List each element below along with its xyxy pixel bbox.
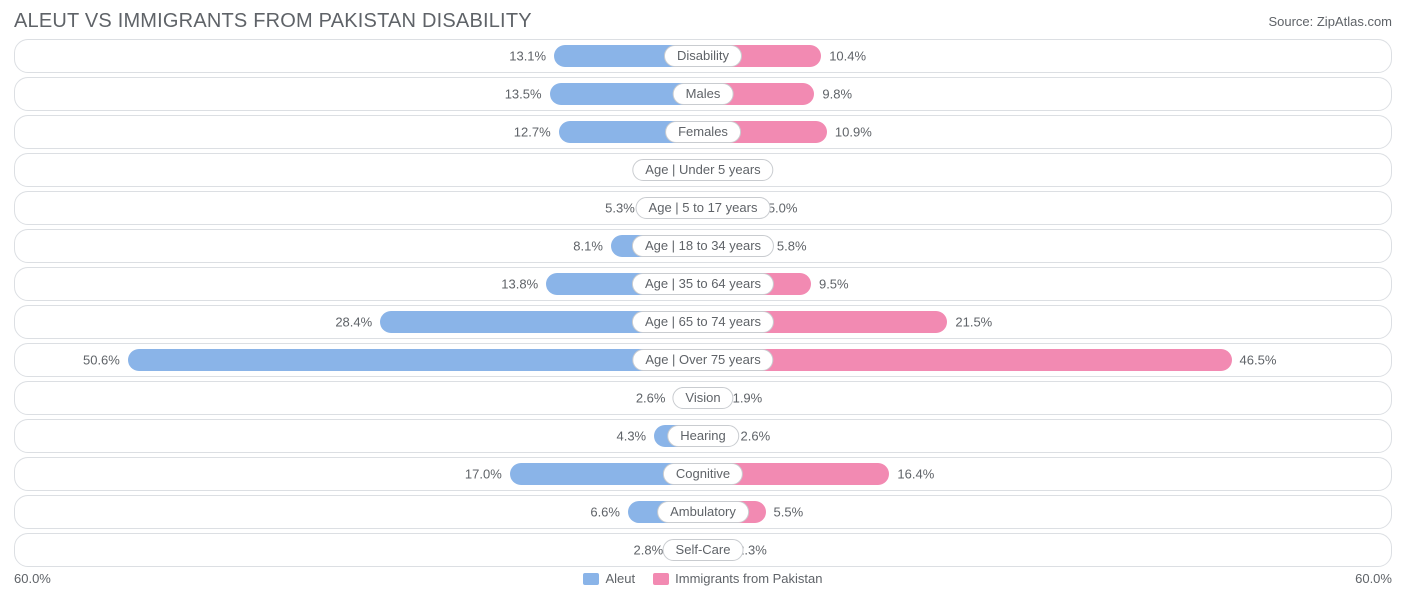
bar-row: 2.8%2.3%Self-Care bbox=[14, 533, 1392, 567]
bar-row-inner: 8.1% 5.8%Age | 18 to 34 years bbox=[21, 235, 1385, 257]
chart-title: ALEUT VS IMMIGRANTS FROM PAKISTAN DISABI… bbox=[14, 10, 532, 33]
bar-row-inner: 5.3% 5.0%Age | 5 to 17 years bbox=[21, 197, 1385, 219]
bar-row: 13.5% 9.8% Males bbox=[14, 77, 1392, 111]
bar-right-value: 10.9% bbox=[835, 125, 872, 140]
bar-row-inner: 4.3% 2.6%Hearing bbox=[21, 425, 1385, 447]
bar-row-inner: 2.6% 1.9%Vision bbox=[21, 387, 1385, 409]
bar-category-label: Vision bbox=[672, 387, 733, 409]
bar-row-inner: 17.0% 16.4% Cognitive bbox=[21, 463, 1385, 485]
bar-row-inner: 6.6% 5.5% Ambulatory bbox=[21, 501, 1385, 523]
bar-row: 13.8% 9.5% Age | 35 to 64 years bbox=[14, 267, 1392, 301]
bar-right-value: 16.4% bbox=[897, 467, 934, 482]
bar-category-label: Cognitive bbox=[663, 463, 743, 485]
bar-right-value: 1.9% bbox=[733, 391, 763, 406]
bar-category-label: Age | Under 5 years bbox=[632, 159, 773, 181]
bar-right-value: 9.8% bbox=[822, 87, 852, 102]
bar-right-value: 5.5% bbox=[774, 505, 804, 520]
legend: Aleut Immigrants from Pakistan bbox=[583, 571, 822, 586]
bar-row: 1.2%1.1%Age | Under 5 years bbox=[14, 153, 1392, 187]
bar-row: 50.6% 46.5% Age | Over 75 years bbox=[14, 343, 1392, 377]
bar-category-label: Self-Care bbox=[663, 539, 744, 561]
legend-swatch-right bbox=[653, 573, 669, 585]
bar-category-label: Age | 18 to 34 years bbox=[632, 235, 774, 257]
bar-category-label: Ambulatory bbox=[657, 501, 749, 523]
bar-category-label: Disability bbox=[664, 45, 742, 67]
bar-left-value: 8.1% bbox=[573, 239, 603, 254]
bar-left-value: 12.7% bbox=[514, 125, 551, 140]
bar-right-value: 9.5% bbox=[819, 277, 849, 292]
bar-category-label: Females bbox=[665, 121, 741, 143]
source-label: Source: ZipAtlas.com bbox=[1268, 14, 1392, 29]
legend-label-right: Immigrants from Pakistan bbox=[675, 571, 822, 586]
bar-left-value: 2.8% bbox=[634, 543, 664, 558]
bar-row: 8.1% 5.8%Age | 18 to 34 years bbox=[14, 229, 1392, 263]
bar-row: 13.1% 10.4% Disability bbox=[14, 39, 1392, 73]
axis-left-label: 60.0% bbox=[14, 571, 51, 586]
bar-row-inner: 13.8% 9.5% Age | 35 to 64 years bbox=[21, 273, 1385, 295]
bar-category-label: Age | 35 to 64 years bbox=[632, 273, 774, 295]
bar-left-value: 2.6% bbox=[636, 391, 666, 406]
bar-row: 5.3% 5.0%Age | 5 to 17 years bbox=[14, 191, 1392, 225]
bar-row-inner: 1.2%1.1%Age | Under 5 years bbox=[21, 159, 1385, 181]
bar-category-label: Males bbox=[673, 83, 734, 105]
bar-category-label: Age | Over 75 years bbox=[632, 349, 773, 371]
bar-left bbox=[128, 349, 703, 371]
bar-left-value: 17.0% bbox=[465, 467, 502, 482]
bar-right-value: 21.5% bbox=[955, 315, 992, 330]
bar-left-value: 50.6% bbox=[83, 353, 120, 368]
bar-category-label: Age | 5 to 17 years bbox=[636, 197, 771, 219]
bar-right-value: 10.4% bbox=[829, 49, 866, 64]
bar-left-value: 5.3% bbox=[605, 201, 635, 216]
bar-right bbox=[703, 349, 1232, 371]
bar-row: 28.4% 21.5% Age | 65 to 74 years bbox=[14, 305, 1392, 339]
bar-row: 17.0% 16.4% Cognitive bbox=[14, 457, 1392, 491]
bar-left-value: 13.1% bbox=[509, 49, 546, 64]
bar-right-value: 5.0% bbox=[768, 201, 798, 216]
bar-left-value: 6.6% bbox=[590, 505, 620, 520]
bar-left-value: 28.4% bbox=[335, 315, 372, 330]
header: ALEUT VS IMMIGRANTS FROM PAKISTAN DISABI… bbox=[14, 10, 1392, 33]
bar-row-inner: 12.7% 10.9% Females bbox=[21, 121, 1385, 143]
legend-label-left: Aleut bbox=[605, 571, 635, 586]
bar-row: 6.6% 5.5% Ambulatory bbox=[14, 495, 1392, 529]
chart-container: ALEUT VS IMMIGRANTS FROM PAKISTAN DISABI… bbox=[0, 0, 1406, 594]
bar-row-inner: 28.4% 21.5% Age | 65 to 74 years bbox=[21, 311, 1385, 333]
bar-row: 4.3% 2.6%Hearing bbox=[14, 419, 1392, 453]
bar-row-inner: 2.8%2.3%Self-Care bbox=[21, 539, 1385, 561]
axis-right-label: 60.0% bbox=[1355, 571, 1392, 586]
legend-item-right: Immigrants from Pakistan bbox=[653, 571, 822, 586]
bar-row-inner: 13.5% 9.8% Males bbox=[21, 83, 1385, 105]
legend-swatch-left bbox=[583, 573, 599, 585]
bar-category-label: Hearing bbox=[667, 425, 739, 447]
bar-right-value: 5.8% bbox=[777, 239, 807, 254]
legend-item-left: Aleut bbox=[583, 571, 635, 586]
bar-row: 12.7% 10.9% Females bbox=[14, 115, 1392, 149]
bar-left-value: 4.3% bbox=[616, 429, 646, 444]
bar-left-value: 13.5% bbox=[505, 87, 542, 102]
bar-right-value: 46.5% bbox=[1240, 353, 1277, 368]
bar-right-value: 2.6% bbox=[741, 429, 771, 444]
chart-footer: 60.0% Aleut Immigrants from Pakistan 60.… bbox=[14, 571, 1392, 586]
bar-category-label: Age | 65 to 74 years bbox=[632, 311, 774, 333]
bar-row-inner: 13.1% 10.4% Disability bbox=[21, 45, 1385, 67]
bar-left-value: 13.8% bbox=[501, 277, 538, 292]
diverging-bar-chart: 13.1%10.4%Disability13.5%9.8%Males12.7%1… bbox=[14, 39, 1392, 567]
bar-row-inner: 50.6% 46.5% Age | Over 75 years bbox=[21, 349, 1385, 371]
bar-row: 2.6% 1.9%Vision bbox=[14, 381, 1392, 415]
